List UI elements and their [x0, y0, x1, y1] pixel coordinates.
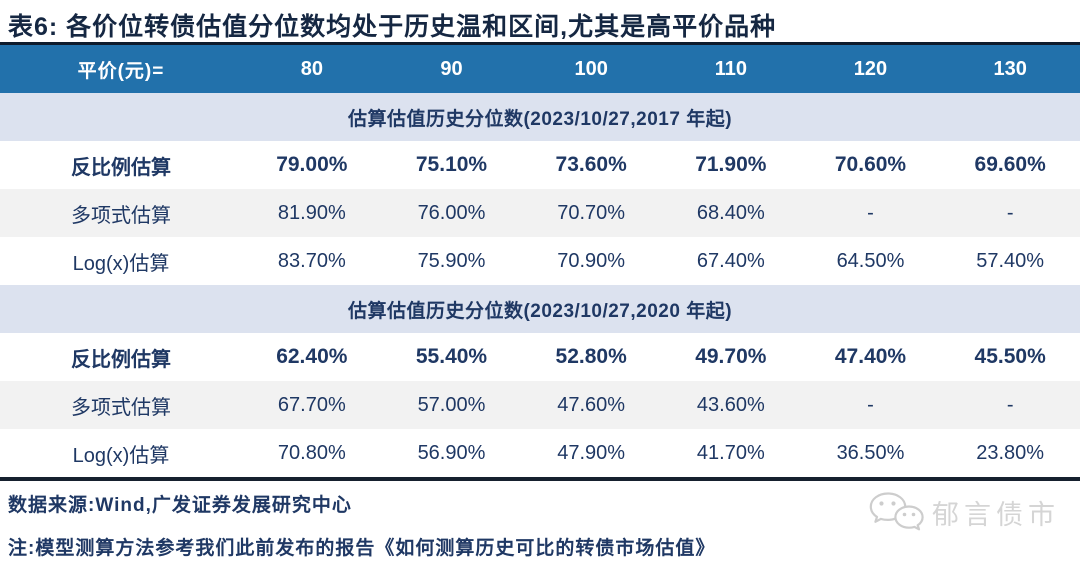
value-cell: -	[1006, 201, 1014, 224]
value-cell: 55.40%	[415, 345, 488, 368]
header-price-80: 80	[300, 57, 323, 80]
section-heading-2017: 估算估值历史分位数(2023/10/27,2017 年起)	[0, 93, 1080, 141]
value-cell: 57.00%	[417, 393, 486, 416]
row-label: Log(x)估算	[72, 252, 170, 275]
value-cell: 47.60%	[557, 393, 626, 416]
value-cell: 36.50%	[836, 441, 905, 464]
value-cell: 57.40%	[976, 249, 1045, 272]
value-cell: 67.40%	[696, 249, 765, 272]
header-parity-label: 平价(元)=	[77, 60, 165, 82]
table-row-log-2020: Log(x)估算 70.80% 56.90% 47.90% 41.70% 36.…	[0, 429, 1080, 477]
value-cell: 47.40%	[834, 345, 907, 368]
row-label: 多项式估算	[71, 396, 171, 419]
data-source-text: 数据来源:Wind,广发证券发展研究中心	[8, 495, 352, 516]
row-label: 多项式估算	[71, 204, 171, 227]
row-label: 反比例估算	[71, 348, 171, 371]
value-cell: 45.50%	[974, 345, 1046, 368]
note-text: 注:模型测算方法参考我们此前发布的报告《如何测算历史可比的转债市场估值》	[8, 538, 716, 559]
value-cell: 71.90%	[695, 153, 767, 176]
value-cell: 75.90%	[417, 249, 486, 272]
value-cell: 73.60%	[555, 153, 627, 176]
value-cell: 70.70%	[557, 201, 626, 224]
value-cell: -	[1006, 393, 1014, 416]
value-cell: 23.80%	[976, 441, 1045, 464]
value-cell: 70.60%	[834, 153, 907, 176]
table-row-log-2017: Log(x)估算 83.70% 75.90% 70.90% 67.40% 64.…	[0, 237, 1080, 285]
row-label: 反比例估算	[71, 156, 171, 179]
value-cell: 56.90%	[417, 441, 486, 464]
value-cell: 43.60%	[696, 393, 765, 416]
table-row-inverse-2017: 反比例估算 79.00% 75.10% 73.60% 71.90% 70.60%…	[0, 141, 1080, 189]
value-cell: 49.70%	[695, 345, 767, 368]
header-price-100: 100	[574, 57, 608, 80]
value-cell: -	[867, 393, 874, 416]
header-price-90: 90	[440, 57, 463, 80]
header-price-130: 130	[993, 57, 1027, 80]
section-heading-2020: 估算估值历史分位数(2023/10/27,2020 年起)	[0, 285, 1080, 333]
value-cell: 70.90%	[557, 249, 626, 272]
value-cell: 70.80%	[277, 441, 346, 464]
value-cell: 62.40%	[276, 345, 348, 368]
value-cell: 76.00%	[417, 201, 486, 224]
value-cell: 81.90%	[277, 201, 346, 224]
value-cell: 68.40%	[696, 201, 765, 224]
value-cell: 69.60%	[974, 153, 1046, 176]
value-cell: 67.70%	[277, 393, 346, 416]
valuation-table: 平价(元)= 80 90 100 110 120 130 估算估值历史分位数(2…	[0, 42, 1080, 481]
value-cell: 41.70%	[696, 441, 765, 464]
value-cell: 83.70%	[277, 249, 346, 272]
value-cell: -	[867, 201, 874, 224]
value-cell: 52.80%	[555, 345, 627, 368]
value-cell: 47.90%	[557, 441, 626, 464]
table-title: 表6: 各价位转债估值分位数均处于历史温和区间,尤其是高平价品种	[8, 13, 777, 41]
table-header-row: 平价(元)= 80 90 100 110 120 130	[0, 45, 1080, 93]
value-cell: 64.50%	[836, 249, 905, 272]
table-row-inverse-2020: 反比例估算 62.40% 55.40% 52.80% 49.70% 47.40%…	[0, 333, 1080, 381]
header-price-120: 120	[853, 57, 888, 80]
value-cell: 75.10%	[415, 153, 488, 176]
table-row-polynomial-2020: 多项式估算 67.70% 57.00% 47.60% 43.60% - -	[0, 381, 1080, 429]
table-row-polynomial-2017: 多项式估算 81.90% 76.00% 70.70% 68.40% - -	[0, 189, 1080, 237]
value-cell: 79.00%	[276, 153, 348, 176]
row-label: Log(x)估算	[72, 444, 170, 467]
header-price-110: 110	[714, 57, 747, 80]
